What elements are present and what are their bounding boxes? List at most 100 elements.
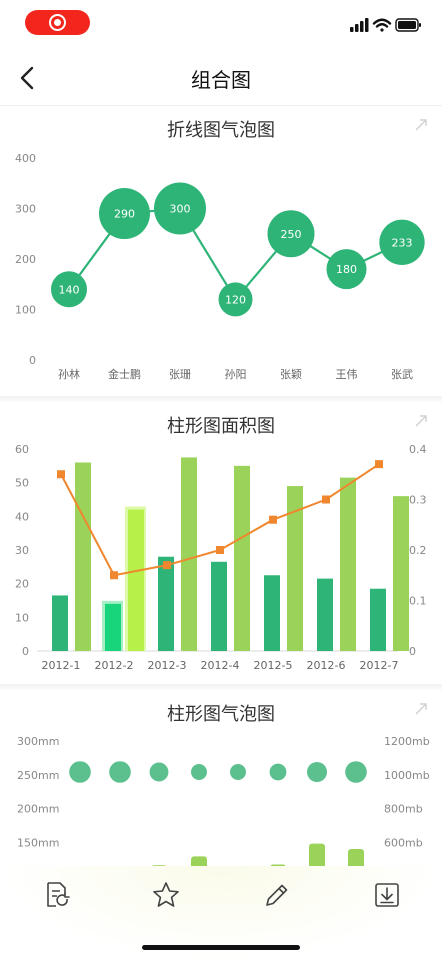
data-bubble [69,761,91,783]
x-tick-label: 2012-1 [42,659,81,672]
data-label: 290 [114,208,135,221]
y-tick-label-left: 20 [15,578,29,591]
y-tick-label-right: 0 [409,645,416,658]
line-marker [322,495,330,504]
data-bubble [109,761,131,783]
expand-icon[interactable] [414,702,428,716]
data-bubble [269,763,287,781]
y-tick-label-left: 30 [15,544,29,557]
data-bubble [307,762,327,782]
data-bubble [267,210,315,258]
line-bubble-chart: 0 100 200 300 400 孙林 金士鹏 张珊 孙阳 张颖 王伟 张武 140 290 300 120… [15,152,425,381]
battery-icon [395,18,421,32]
line-marker [163,561,171,570]
x-tick-label: 张武 [391,368,413,381]
data-label: 300 [170,203,191,216]
star-icon [153,882,179,907]
series-line [60,463,380,577]
bar-series-1 [105,603,121,651]
data-label: 180 [336,263,357,276]
data-label: 250 [281,228,302,241]
line-marker [57,470,65,479]
bar-series [191,856,207,866]
y-tick-label-right: 0.1 [409,595,427,608]
bar-series-1 [211,561,227,651]
bar-area-chart-card: 柱形图面积图 0 10 20 30 40 50 60 0 0.1 0.2 0.3 0.4 2012-1 2… [0,402,442,684]
line-marker [375,460,383,469]
system-status-icons [350,18,421,32]
bar-series-2 [393,496,409,651]
y-tick-label-left: 250mm [17,769,59,782]
chevron-left-icon [20,66,34,90]
cellular-signal-icon [350,18,369,32]
y-tick-label: 400 [15,152,36,165]
expand-icon[interactable] [414,414,428,428]
y-tick-label-left: 150mm [17,836,59,849]
bar-series [309,843,325,866]
data-label: 140 [59,283,80,296]
edit-button[interactable] [262,880,292,910]
x-tick-label: 孙林 [58,367,80,381]
bar-series-2 [234,465,250,651]
y-tick-label: 200 [15,253,36,266]
section-divider [0,684,442,690]
data-bubble [218,282,253,317]
bar-area-chart: 0 10 20 30 40 50 60 0 0.1 0.2 0.3 0.4 2012-1 2012-2 20… [15,443,427,672]
y-tick-label-right: 0.3 [409,494,427,507]
x-tick-label: 2012-2 [95,659,134,672]
y-tick-label-left: 0 [22,645,29,658]
document-refresh-button[interactable] [42,880,72,910]
home-indicator[interactable] [142,945,300,950]
x-tick-label: 2012-4 [201,659,240,672]
x-tick-label: 2012-6 [307,659,346,672]
bar-series-2 [287,486,303,651]
section-divider [0,396,442,402]
download-icon [375,883,399,907]
x-tick-label: 金士鹏 [108,367,141,381]
y-tick-label-left: 40 [15,510,29,523]
expand-icon[interactable] [414,118,428,132]
favorite-button[interactable] [151,880,181,910]
bar-series [151,865,167,866]
back-button[interactable] [12,62,44,94]
bar-series [348,849,364,866]
bar-series-2 [75,462,91,651]
bar-series-1 [370,588,386,651]
data-bubble [379,219,425,265]
y-tick-label: 300 [15,203,36,216]
record-icon [49,14,66,31]
bar-series-1 [52,595,68,651]
bottom-toolbar [0,866,442,960]
y-tick-label: 100 [15,304,36,317]
data-bubble [345,761,367,783]
chart-title: 折线图气泡图 [167,120,275,141]
x-tick-label: 2012-5 [254,659,293,672]
bar-series [270,864,286,866]
document-refresh-icon [47,882,70,907]
bar-bubble-chart: 300mm 250mm 200mm 150mm 1200mb 1000mb 800mb 600… [17,735,430,866]
line-marker [110,571,118,580]
x-tick-label: 王伟 [336,368,358,381]
chart-title: 柱形图面积图 [167,416,275,437]
data-bubble [154,182,206,235]
bar-series-1 [158,556,174,651]
x-tick-label: 张珊 [169,368,191,381]
screen-recording-indicator[interactable] [25,10,90,35]
line-marker [269,515,277,524]
data-label: 120 [225,293,246,306]
status-bar [0,0,442,44]
bar-series-1 [264,575,280,651]
line-marker [216,546,224,554]
x-tick-label: 张颖 [280,368,302,381]
line-bubble-chart-card: 折线图气泡图 0 100 200 300 400 孙林 金士鹏 张珊 孙阳 张颖 王伟 张武 140 29… [0,106,442,396]
data-label: 233 [392,236,413,249]
pencil-icon [266,884,288,906]
y-tick-label-left: 50 [15,477,29,490]
x-tick-label: 2012-7 [360,659,399,672]
page-title: 组合图 [191,68,251,92]
navigation-bar: 组合图 [0,50,442,106]
x-tick-label: 2012-3 [148,659,187,672]
bar-bubble-chart-card: 柱形图气泡图 300mm 250mm 200mm 150mm 1200mb 1000mb 8… [0,690,442,866]
download-button[interactable] [372,880,402,910]
wifi-icon [372,18,392,32]
